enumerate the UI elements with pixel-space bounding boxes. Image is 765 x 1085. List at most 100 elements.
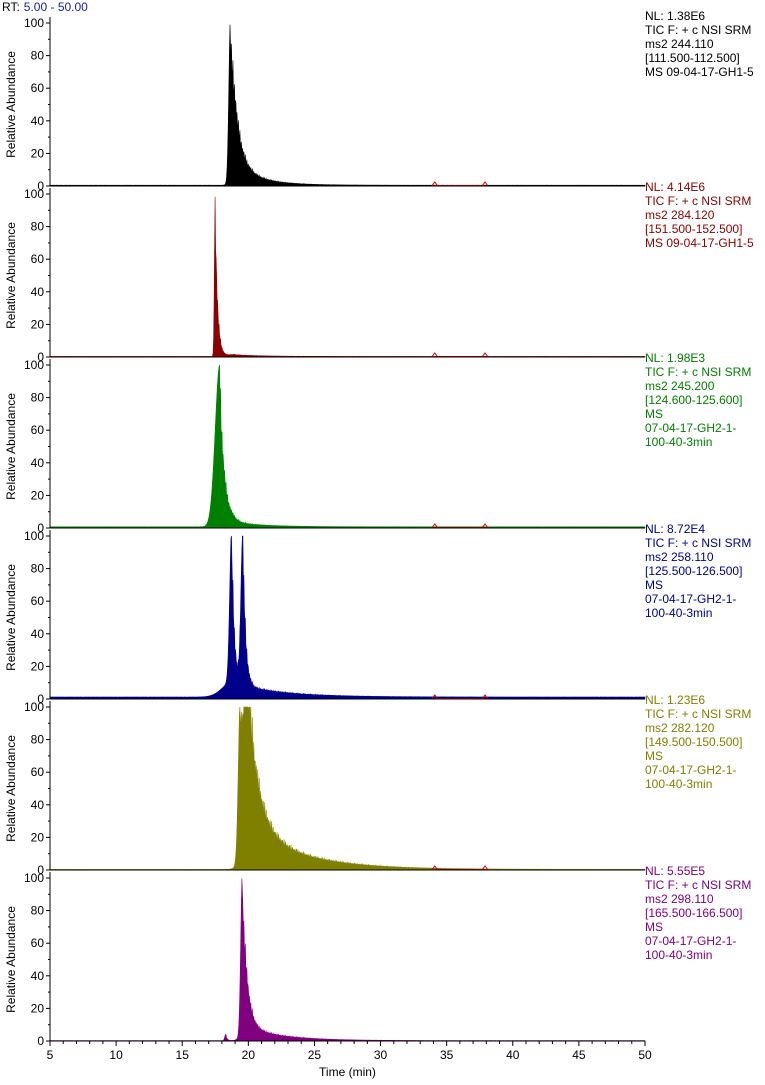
panel-2-marker-2 [481, 352, 489, 358]
panel-2-y-tick-label: 0 [37, 350, 44, 364]
rt-range-label: RT: 5.00 - 50.00 [2, 0, 88, 14]
panel-2-marker-1 [431, 352, 439, 358]
panel-2-trace [49, 196, 646, 358]
panel-3: 0 20 40 60 80 100 Relative Abundance NL: 1.98E3… [4, 351, 751, 535]
panel-4-y-axis-title: Relative Abundance [4, 564, 18, 671]
panel-6-y-tick-label: 40 [31, 969, 45, 983]
x-axis-title: Time (min) [319, 1065, 376, 1079]
panel-2-y-tick-label: 20 [31, 317, 45, 331]
x-tick-label: 40 [506, 1048, 520, 1062]
panel-3-y-tick-label: 0 [37, 521, 44, 535]
panel-5-y-tick-label: 60 [31, 765, 45, 779]
panel-6: 0 20 40 60 80 100 Relative Abundance NL: 5.55E5… [4, 864, 751, 1048]
panel-3-y-tick-label: 80 [31, 391, 45, 405]
panel-1-y-tick-label: 40 [31, 114, 45, 128]
panel-2-y-axis-title: Relative Abundance [4, 222, 18, 329]
panel-3-marker-2 [481, 523, 489, 529]
x-tick-label: 25 [308, 1048, 322, 1062]
panel-3-y-axis-title: Relative Abundance [4, 393, 18, 500]
panel-1-y-tick-label: 80 [31, 49, 45, 63]
panel-4-trace [49, 535, 646, 700]
panel-4-info-line-6: 07-04-17-GH2-1- [645, 592, 736, 606]
panel-5-y-tick-label: 0 [37, 863, 44, 877]
panel-1-info-line-1: NL: 1.38E6 [645, 9, 705, 23]
panel-5-info-line-4: [149.500-150.500] [645, 735, 742, 749]
panel-4-info-line-7: 100-40-3min [645, 606, 712, 620]
panel-2-y-tick-label: 40 [31, 285, 45, 299]
panel-4-info-line-1: NL: 8.72E4 [645, 522, 705, 536]
panel-1-trace [49, 24, 646, 187]
panel-4: 0 20 40 60 80 100 Relative Abundance NL: 8.72E4… [4, 522, 751, 706]
panel-6-y-tick-label: 80 [31, 904, 45, 918]
panel-1-y-tick-label: 20 [31, 146, 45, 160]
panel-6-trace [49, 878, 646, 1042]
panel-2: 0 20 40 60 80 100 Relative Abundance NL: 4.14E6… [4, 180, 754, 364]
panel-4-y-tick-label: 20 [31, 659, 45, 673]
panel-4-y-tick-label: 100 [24, 529, 44, 543]
panel-6-info-line-2: TIC F: + c NSI SRM [645, 878, 751, 892]
panel-3-marker-1 [431, 523, 439, 529]
panel-1-info-line-2: TIC F: + c NSI SRM [645, 23, 751, 37]
panel-3-info-line-1: NL: 1.98E3 [645, 351, 705, 365]
panel-3-trace [49, 364, 646, 529]
panel-6-info-line-6: 07-04-17-GH2-1- [645, 934, 736, 948]
panel-6-info-line-4: [165.500-166.500] [645, 906, 742, 920]
panel-4-marker-2 [481, 694, 489, 700]
panel-4-info-line-4: [125.500-126.500] [645, 564, 742, 578]
panel-3-info-line-4: [124.600-125.600] [645, 393, 742, 407]
panel-4-y-tick-label: 80 [31, 562, 45, 576]
panel-6-info-line-1: NL: 5.55E5 [645, 864, 705, 878]
panel-1-y-tick-label: 100 [24, 16, 44, 30]
panel-1-marker-2 [481, 181, 489, 187]
panel-6-y-tick-label: 20 [31, 1001, 45, 1015]
panel-5-info-line-5: MS [645, 749, 663, 763]
panel-2-info-line-5: MS 09-04-17-GH1-5 [645, 236, 754, 250]
panel-4-info-line-3: ms2 258.110 [645, 550, 714, 564]
panel-1-y-tick-label: 0 [37, 179, 44, 193]
panel-5-y-axis-title: Relative Abundance [4, 735, 18, 842]
panel-2-info-line-4: [151.500-152.500] [645, 222, 742, 236]
panel-4-y-tick-label: 60 [31, 594, 45, 608]
panel-5-info-line-1: NL: 1.23E6 [645, 693, 705, 707]
panel-2-y-tick-label: 60 [31, 252, 45, 266]
panel-5-trace [49, 706, 646, 871]
panel-1-info-line-4: [111.500-112.500] [645, 51, 740, 65]
panel-1: 0 20 40 60 80 100 Relative Abundance NL: 1.38E6… [4, 9, 754, 193]
panel-5-info-line-6: 07-04-17-GH2-1- [645, 763, 736, 777]
panel-5: 0 20 40 60 80 100 Relative Abundance NL: 1.23E6… [4, 693, 751, 877]
panel-2-y-tick-label: 80 [31, 220, 45, 234]
panel-5-y-tick-label: 80 [31, 733, 45, 747]
panel-3-y-tick-label: 60 [31, 423, 45, 437]
rt-range-value: 5.00 - 50.00 [23, 0, 88, 14]
panel-4-y-tick-label: 40 [31, 627, 45, 641]
panel-1-info-line-5: MS 09-04-17-GH1-5 [645, 65, 754, 79]
panel-5-info-line-3: ms2 282.120 [645, 721, 715, 735]
panel-2-info-line-1: NL: 4.14E6 [645, 180, 705, 194]
panel-5-marker-2 [481, 865, 489, 871]
x-tick-label: 5 [47, 1048, 54, 1062]
panel-6-y-axis-title: Relative Abundance [4, 906, 18, 1013]
panel-2-info-line-2: TIC F: + c NSI SRM [645, 194, 751, 208]
panel-1-marker-1 [431, 181, 439, 187]
panel-4-y-tick-label: 0 [37, 692, 44, 706]
panel-3-info-line-6: 07-04-17-GH2-1- [645, 421, 736, 435]
x-tick-label: 30 [374, 1048, 388, 1062]
panel-6-info-line-5: MS [645, 920, 663, 934]
panel-6-y-tick-label: 60 [31, 936, 45, 950]
panel-2-info-line-3: ms2 284.120 [645, 208, 715, 222]
panel-2-y-tick-label: 100 [24, 187, 44, 201]
panel-3-info-line-3: ms2 245.200 [645, 379, 715, 393]
panel-4-marker-1 [431, 694, 439, 700]
panel-5-info-line-2: TIC F: + c NSI SRM [645, 707, 751, 721]
x-tick-label: 10 [109, 1048, 123, 1062]
panel-3-y-tick-label: 100 [24, 358, 44, 372]
panel-6-info-line-7: 100-40-3min [645, 948, 712, 962]
x-tick-label: 20 [242, 1048, 256, 1062]
x-tick-label: 15 [176, 1048, 190, 1062]
x-tick-label: 35 [440, 1048, 454, 1062]
panel-5-y-tick-label: 100 [24, 700, 44, 714]
panel-6-y-tick-label: 100 [24, 871, 44, 885]
panel-5-y-tick-label: 40 [31, 798, 45, 812]
